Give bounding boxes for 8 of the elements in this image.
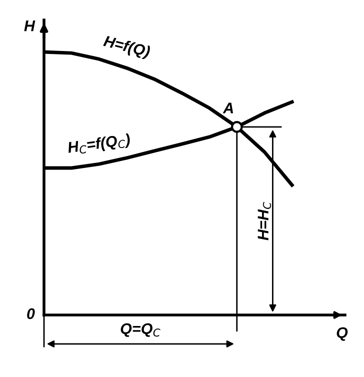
- x-axis-title: Q: [336, 327, 348, 341]
- text: H=f(Q): [102, 35, 151, 60]
- annotation: H=H$_{C}$: [258, 202, 272, 240]
- annotation: A: [222, 102, 234, 114]
- annotation: 0: [27, 308, 35, 320]
- text: Q=Q$_{C}$: [120, 323, 160, 337]
- text: H$_{C}$=f(Q$_{C}$): [67, 133, 131, 156]
- y-axis-title: H: [24, 20, 36, 32]
